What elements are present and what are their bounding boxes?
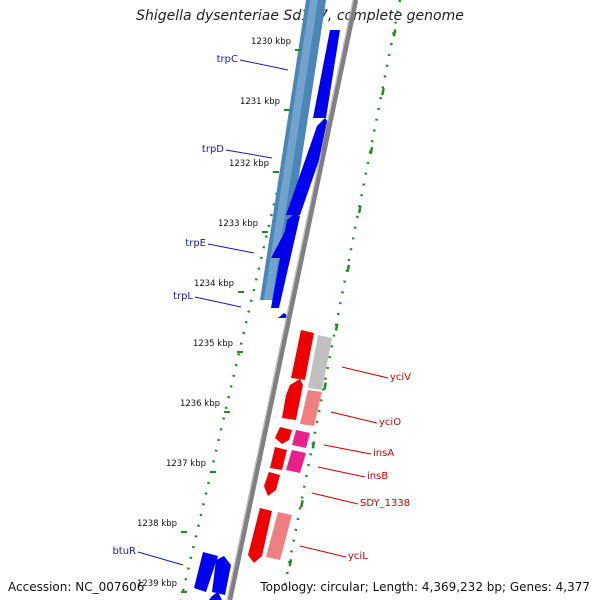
kbp-label: 1237 kbp [166,459,206,469]
kbp-label: 1231 kbp [240,97,280,107]
leader-line-yciO [330,411,378,424]
leader-line-yciL [299,545,347,558]
kbp-label: 1234 kbp [194,279,234,289]
leader-line-trpE [207,243,255,254]
gene-label-trpL[interactable]: trpL [173,291,193,302]
gene-label-SDY_1338[interactable]: SDY_1338 [360,498,410,509]
gene-label-yciL[interactable]: yciL [348,551,368,562]
gene-label-yciO[interactable]: yciO [379,417,401,428]
cds-arrow-trpD [286,118,331,215]
leader-line-trpL [194,296,242,308]
kbp-label: 1236 kbp [180,399,220,409]
leader-line-SDY_1338 [311,492,359,505]
genome-backbone [226,0,359,600]
cds-arrow-yciV [291,330,314,380]
leader-line-insB [317,466,366,478]
region-yciV [308,335,332,390]
map-title: Shigella dysenteriae Sd197, complete gen… [136,8,464,24]
gene-label-btuR[interactable]: btuR [112,546,136,557]
gene-label-yciV[interactable]: yciV [390,372,411,383]
leader-line-trpD [225,149,273,159]
gene-label-trpC[interactable]: trpC [217,54,238,65]
region-yciL [266,512,292,560]
gene-label-trpE[interactable]: trpE [185,238,206,249]
gene-label-trpD[interactable]: trpD [202,144,224,155]
leader-line-btuR [137,551,184,566]
cds-arrow-yciL [248,508,272,563]
forward-region-band [260,0,326,300]
gene-label-insB[interactable]: insB [367,471,388,482]
gc-content-track-inner [179,0,324,600]
gene-label-insA[interactable]: insA [373,448,394,459]
gene-labels[interactable]: trpC trpD trpE trpL btuR yciV yciO insA insB SDY_… [112,54,411,562]
reverse-cds-track [248,330,332,563]
cds-arrow-insA [275,427,292,444]
gc-skew-track-outer [282,0,403,591]
kbp-label: 1239 kbp [137,579,177,589]
forward-cds-track [194,30,344,600]
cds-arrow-btuR-2 [212,556,231,595]
cds-arrow-SDY1338 [264,472,280,496]
gene-leaders [137,59,389,566]
kbp-label: 1232 kbp [229,159,269,169]
leader-line-insA [323,444,372,455]
cds-arrow-trpL [271,214,300,308]
kbp-label: 1230 kbp [251,37,291,47]
cds-arrow-trpC [313,30,344,118]
kbp-label: 1235 kbp [193,339,233,349]
cds-arrow-insB [270,447,287,470]
leader-line-trpC [239,59,289,71]
kbp-scale: 1230 kbp 1231 kbp 1232 kbp 1233 kbp 1234 kbp… [137,37,301,593]
leader-line-yciV [341,366,389,379]
region-insB [286,450,306,473]
kbp-label: 1233 kbp [218,219,258,229]
region-yciO [300,390,322,426]
cds-arrow-yciO [282,379,303,420]
kbp-label: 1238 kbp [137,519,177,529]
accession-label: Accession: NC_007606 [8,580,145,594]
genome-summary: Topology: circular; Length: 4,369,232 bp… [260,580,590,594]
cds-arrow-btuR-1 [194,552,218,592]
region-insA [292,430,310,448]
